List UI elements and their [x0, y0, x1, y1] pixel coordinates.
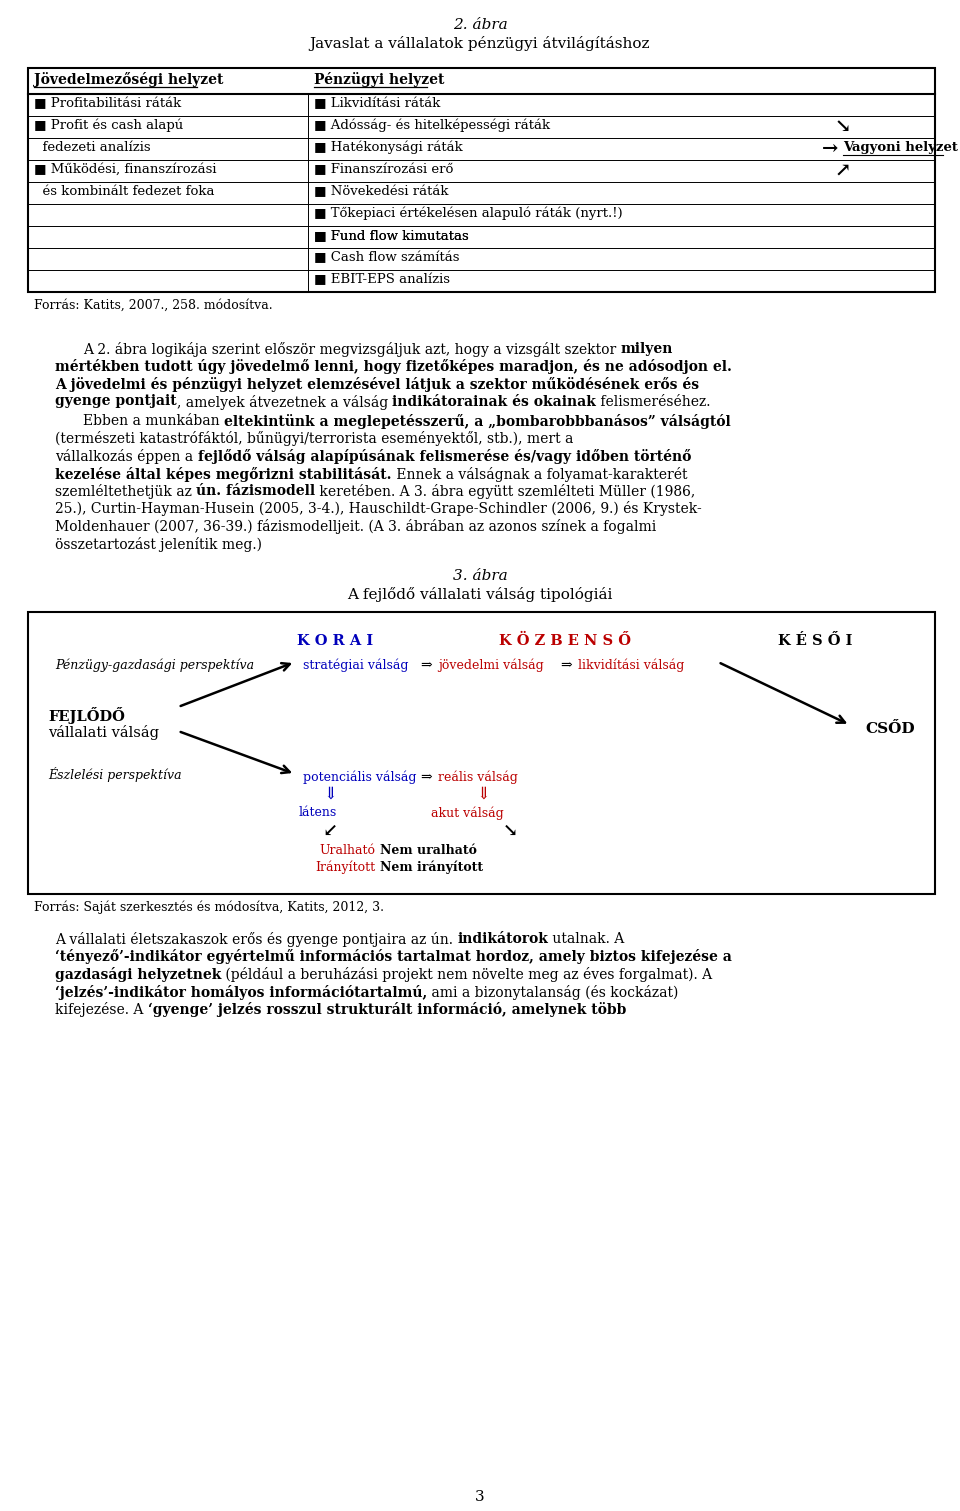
- Text: ■ Fund flow kimutatas: ■ Fund flow kimutatas: [314, 230, 468, 242]
- Text: ■ Profitabilitási ráták: ■ Profitabilitási ráták: [34, 97, 181, 110]
- Text: akut válság: akut válság: [431, 805, 503, 819]
- Text: Nem irányított: Nem irányított: [380, 860, 483, 873]
- Text: ‘gyenge’ jelzés rosszul strukturált információ, amelynek több: ‘gyenge’ jelzés rosszul strukturált info…: [148, 1002, 626, 1017]
- Text: gyenge pontjait: gyenge pontjait: [55, 394, 177, 408]
- Text: ■ Cash flow számítás: ■ Cash flow számítás: [314, 251, 460, 264]
- Text: (például a beruházási projekt nem növelte meg az éves forgalmat). A: (például a beruházási projekt nem növelt…: [222, 967, 712, 982]
- Bar: [28, 68, 935, 292]
- Text: ‘jelzés’-indikátor homályos információtartalmú,: ‘jelzés’-indikátor homályos információta…: [55, 985, 427, 999]
- Text: K É S Ő I: K É S Ő I: [778, 635, 852, 648]
- Text: ⇓: ⇓: [324, 786, 337, 802]
- Text: A fejlődő vállalati válság tipológiái: A fejlődő vállalati válság tipológiái: [348, 586, 612, 601]
- Text: FEJLŐDŐ: FEJLŐDŐ: [48, 707, 125, 724]
- Text: K O R A I: K O R A I: [297, 635, 373, 648]
- Text: jövedelmi válság: jövedelmi válság: [438, 657, 543, 671]
- Text: indikátorok: indikátorok: [457, 932, 548, 946]
- Text: ■ Likvidítási ráták: ■ Likvidítási ráták: [314, 97, 441, 110]
- Text: fedezeti analízis: fedezeti analízis: [34, 141, 151, 154]
- Text: 2. ábra: 2. ábra: [452, 18, 508, 32]
- Text: mértékben tudott úgy jövedelmő lenni, hogy fizetőképes maradjon, és ne adósodjon: mértékben tudott úgy jövedelmő lenni, ho…: [55, 360, 732, 375]
- Text: ■ Finanszírozási erő: ■ Finanszírozási erő: [314, 163, 453, 175]
- Text: és kombinált fedezet foka: és kombinált fedezet foka: [34, 184, 214, 198]
- Text: Pénzügy-gazdasági perspektíva: Pénzügy-gazdasági perspektíva: [55, 657, 254, 671]
- Text: gazdasági helyzetnek: gazdasági helyzetnek: [55, 967, 222, 982]
- Text: Ennek a válságnak a folyamat-karakterét: Ennek a válságnak a folyamat-karakterét: [392, 467, 687, 482]
- Text: keretében. A 3. ábra együtt szemlélteti Müller (1986,: keretében. A 3. ábra együtt szemlélteti …: [316, 484, 696, 499]
- Text: stratégiai válság: stratégiai válság: [303, 657, 409, 671]
- Text: ↘: ↘: [835, 118, 852, 136]
- Text: felismeréséhez.: felismeréséhez.: [596, 394, 710, 408]
- Text: eltekintünk a meglepetésszerű, a „bombarobbbanásos” válságtól: eltekintünk a meglepetésszerű, a „bombar…: [224, 414, 731, 429]
- Text: CSŐD: CSŐD: [865, 722, 915, 736]
- Text: összetartozást jelenítik meg.): összetartozást jelenítik meg.): [55, 536, 262, 552]
- Text: ↙: ↙: [323, 822, 338, 840]
- Text: kifejezése. A: kifejezése. A: [55, 1002, 148, 1017]
- Text: ún. fázismodell: ún. fázismodell: [196, 484, 316, 499]
- Text: milyen: milyen: [620, 341, 673, 357]
- Text: ■ Adósság- és hitelképességi ráták: ■ Adósság- és hitelképességi ráták: [314, 119, 550, 133]
- Text: ■ EBIT-EPS analízis: ■ EBIT-EPS analízis: [314, 273, 450, 286]
- Text: ■ Profit és cash alapú: ■ Profit és cash alapú: [34, 119, 183, 133]
- Text: ↗: ↗: [835, 162, 852, 180]
- Text: ■ Működési, finanszírozási: ■ Működési, finanszírozási: [34, 163, 217, 175]
- Text: Forrás: Katits, 2007., 258. módosítva.: Forrás: Katits, 2007., 258. módosítva.: [34, 299, 273, 311]
- Text: A jövedelmi és pénzügyi helyzet elemzésével látjuk a szektor működésének erős és: A jövedelmi és pénzügyi helyzet elemzésé…: [55, 378, 699, 391]
- Text: látens: látens: [299, 805, 337, 819]
- Text: ⇒: ⇒: [420, 657, 432, 672]
- Text: reális válság: reális válság: [438, 771, 517, 784]
- Text: Forrás: Saját szerkesztés és módosítva, Katits, 2012, 3.: Forrás: Saját szerkesztés és módosítva, …: [34, 901, 384, 914]
- Text: ■ Hatékonysági ráták: ■ Hatékonysági ráták: [314, 141, 463, 154]
- Text: utalnak. A: utalnak. A: [548, 932, 625, 946]
- Text: indikátorainak és okainak: indikátorainak és okainak: [393, 394, 596, 408]
- Text: Vagyoni helyzet: Vagyoni helyzet: [843, 141, 958, 154]
- Text: Uralható: Uralható: [319, 845, 375, 857]
- Text: Javaslat a vállalatok pénzügyi átvilágításhoz: Javaslat a vállalatok pénzügyi átvilágít…: [310, 36, 650, 51]
- Text: Pénzügyi helyzet: Pénzügyi helyzet: [314, 73, 444, 88]
- Text: vállalati válság: vállalati válság: [48, 725, 159, 740]
- Text: A 2. ábra logikája szerint először megvizsgáljuk azt, hogy a vizsgált szektor: A 2. ábra logikája szerint először megvi…: [83, 341, 620, 357]
- Text: ■ Fund flow kimutatas: ■ Fund flow kimutatas: [314, 230, 468, 242]
- Text: kezelése által képes megőrizni stabilitását.: kezelése által képes megőrizni stabilitá…: [55, 467, 392, 482]
- Text: ⇒: ⇒: [560, 657, 571, 672]
- Text: ■ Tőkepiaci értékelésen alapuló ráták (nyrt.!): ■ Tőkepiaci értékelésen alapuló ráták (n…: [314, 207, 623, 221]
- Text: K Ö Z B E N S Ő: K Ö Z B E N S Ő: [499, 635, 631, 648]
- Text: 3: 3: [475, 1490, 485, 1503]
- Text: likvidítási válság: likvidítási válság: [578, 657, 684, 671]
- Text: Moldenhauer (2007, 36-39.) fázismodelljeit. (A 3. ábrában az azonos színek a fog: Moldenhauer (2007, 36-39.) fázismodellje…: [55, 518, 657, 533]
- Text: ⇒: ⇒: [420, 771, 432, 784]
- Text: (természeti katastrófáktól, bűnügyi/terrorista eseményektől, stb.), mert a: (természeti katastrófáktól, bűnügyi/terr…: [55, 432, 573, 446]
- Text: ↘: ↘: [502, 822, 517, 840]
- Text: Észlelési perspektíva: Észlelési perspektíva: [48, 768, 181, 783]
- Text: Jövedelmezőségi helyzet: Jövedelmezőségi helyzet: [34, 73, 224, 88]
- Text: A vállalati életszakaszok erős és gyenge pontjaira az ún.: A vállalati életszakaszok erős és gyenge…: [55, 932, 457, 947]
- Text: ⇓: ⇓: [476, 786, 490, 802]
- Text: ‘tényező’-indikátor egyértelmű információs tartalmat hordoz, amely biztos kifeje: ‘tényező’-indikátor egyértelmű informáci…: [55, 949, 732, 964]
- Text: Ebben a munkában: Ebben a munkában: [83, 414, 224, 428]
- Bar: [28, 612, 935, 895]
- Text: Nem uralható: Nem uralható: [380, 845, 477, 857]
- Text: 3. ábra: 3. ábra: [452, 570, 508, 583]
- Text: ami a bizonytalanság (és kockázat): ami a bizonytalanság (és kockázat): [427, 985, 679, 999]
- Text: , amelyek átvezetnek a válság: , amelyek átvezetnek a válság: [177, 394, 393, 409]
- Text: fejlődő válság alapípúsának felismerése és/vagy időben történő: fejlődő válság alapípúsának felismerése …: [198, 449, 691, 464]
- Text: Irányított: Irányított: [315, 860, 375, 873]
- Text: szemléltethetjük az: szemléltethetjük az: [55, 484, 196, 499]
- Text: ■ Növekedési ráták: ■ Növekedési ráták: [314, 184, 448, 198]
- Text: potenciális válság: potenciális válság: [303, 771, 417, 784]
- Text: vállalkozás éppen a: vállalkozás éppen a: [55, 449, 198, 464]
- Text: 25.), Curtin-Hayman-Husein (2005, 3-4.), Hauschildt-Grape-Schindler (2006, 9.) é: 25.), Curtin-Hayman-Husein (2005, 3-4.),…: [55, 502, 702, 517]
- Text: →: →: [822, 141, 838, 159]
